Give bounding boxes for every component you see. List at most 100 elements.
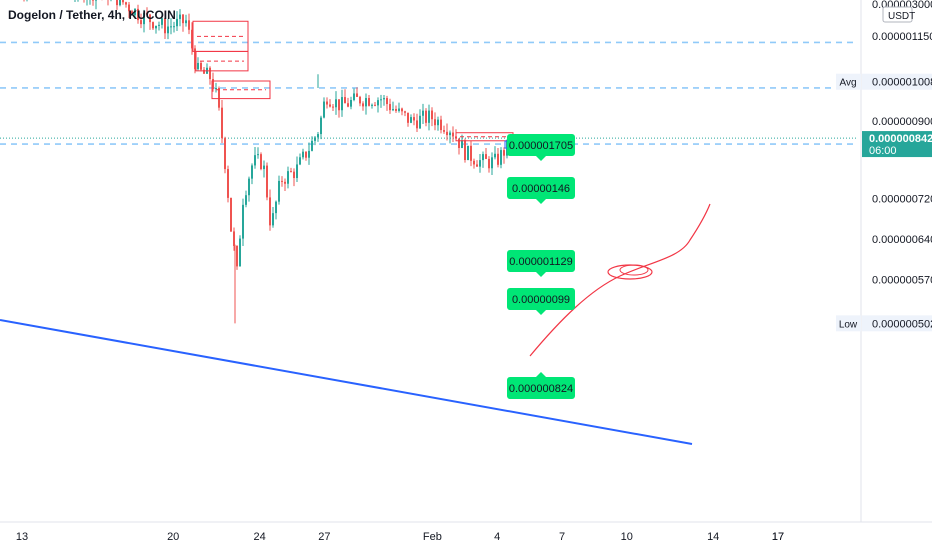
- candle-body[interactable]: [431, 110, 433, 120]
- candle-body[interactable]: [149, 14, 151, 23]
- candle-body[interactable]: [143, 12, 145, 25]
- candle-body[interactable]: [230, 197, 232, 232]
- candle-body[interactable]: [116, 0, 118, 6]
- candle-body[interactable]: [158, 24, 160, 26]
- candle-body[interactable]: [386, 98, 388, 105]
- order-block-box[interactable]: [211, 80, 271, 100]
- candle-body[interactable]: [182, 14, 184, 24]
- candle-body[interactable]: [422, 110, 424, 116]
- candle-body[interactable]: [128, 4, 130, 12]
- candle-body[interactable]: [500, 150, 502, 165]
- candle-body[interactable]: [383, 98, 385, 100]
- candle-body[interactable]: [314, 137, 316, 141]
- candle-body[interactable]: [362, 103, 364, 107]
- candle-body[interactable]: [254, 155, 256, 166]
- target-callout[interactable]: 0.00000099: [507, 288, 575, 315]
- candle-body[interactable]: [464, 140, 466, 161]
- candle-body[interactable]: [299, 157, 301, 165]
- candle-body[interactable]: [212, 79, 214, 90]
- candle-body[interactable]: [278, 180, 280, 202]
- candle-body[interactable]: [191, 29, 193, 49]
- candle-body[interactable]: [377, 100, 379, 106]
- candle-body[interactable]: [251, 165, 253, 179]
- candle-body[interactable]: [452, 132, 454, 137]
- candle-body[interactable]: [344, 97, 346, 104]
- candle-body[interactable]: [134, 8, 136, 16]
- candle-body[interactable]: [332, 106, 334, 108]
- candle-body[interactable]: [374, 104, 376, 106]
- candle-body[interactable]: [494, 153, 496, 158]
- projection-curve[interactable]: [529, 203, 711, 357]
- candle-body[interactable]: [347, 103, 349, 107]
- candle-body[interactable]: [200, 62, 202, 70]
- candle-body[interactable]: [401, 108, 403, 112]
- candle-body[interactable]: [155, 25, 157, 29]
- candle-body[interactable]: [194, 48, 196, 70]
- candle-body[interactable]: [398, 108, 400, 111]
- candle-body[interactable]: [272, 213, 274, 226]
- candle-body[interactable]: [440, 119, 442, 131]
- candle-body[interactable]: [173, 26, 175, 28]
- candle-body[interactable]: [407, 112, 409, 123]
- candle-body[interactable]: [221, 107, 223, 139]
- candle-body[interactable]: [503, 150, 505, 156]
- low-level-tag[interactable]: Low 0.000000502: [836, 315, 932, 332]
- candle-body[interactable]: [275, 201, 277, 214]
- candle-body[interactable]: [476, 164, 478, 167]
- candle-body[interactable]: [338, 99, 340, 111]
- candle-body[interactable]: [308, 150, 310, 158]
- candle-body[interactable]: [287, 171, 289, 184]
- candle-body[interactable]: [176, 18, 178, 27]
- candle-body[interactable]: [140, 20, 142, 25]
- candle-body[interactable]: [152, 22, 154, 29]
- candle-body[interactable]: [497, 153, 499, 165]
- candle-body[interactable]: [434, 119, 436, 126]
- circle-annotation[interactable]: [619, 264, 649, 276]
- order-block-box[interactable]: [195, 50, 249, 72]
- candle-body[interactable]: [170, 26, 172, 28]
- candle-body[interactable]: [419, 115, 421, 129]
- candle-body[interactable]: [416, 120, 418, 129]
- candle-body[interactable]: [257, 154, 259, 156]
- candle-body[interactable]: [341, 97, 343, 111]
- candle-body[interactable]: [425, 110, 427, 123]
- candle-body[interactable]: [197, 62, 199, 70]
- candle-body[interactable]: [137, 8, 139, 21]
- candle-body[interactable]: [242, 204, 244, 239]
- candle-body[interactable]: [305, 151, 307, 158]
- candle-body[interactable]: [248, 178, 250, 196]
- candle-body[interactable]: [185, 20, 187, 24]
- candle-body[interactable]: [482, 154, 484, 161]
- candle-body[interactable]: [260, 154, 262, 170]
- candle-body[interactable]: [350, 99, 352, 107]
- candle-body[interactable]: [317, 134, 319, 138]
- candle-body[interactable]: [236, 245, 238, 267]
- candle-body[interactable]: [293, 171, 295, 179]
- currency-badge[interactable]: USDT: [882, 6, 915, 23]
- candle-body[interactable]: [326, 101, 328, 105]
- candle-body[interactable]: [302, 151, 304, 158]
- candle-body[interactable]: [320, 117, 322, 135]
- candle-body[interactable]: [404, 111, 406, 113]
- candle-body[interactable]: [443, 130, 445, 132]
- candle-body[interactable]: [92, 0, 94, 1]
- candle-body[interactable]: [473, 160, 475, 165]
- candle-body[interactable]: [239, 238, 241, 267]
- candle-body[interactable]: [467, 145, 469, 161]
- candle-body[interactable]: [479, 160, 481, 167]
- candle-body[interactable]: [167, 26, 169, 34]
- candle-body[interactable]: [371, 104, 373, 106]
- candle-body[interactable]: [203, 69, 205, 74]
- candle-body[interactable]: [389, 104, 391, 111]
- candle-body[interactable]: [380, 99, 382, 101]
- candle-body[interactable]: [269, 197, 271, 226]
- candle-body[interactable]: [437, 119, 439, 126]
- candle-body[interactable]: [284, 181, 286, 184]
- candle-body[interactable]: [446, 131, 448, 136]
- candle-body[interactable]: [365, 98, 367, 107]
- candle-body[interactable]: [491, 157, 493, 169]
- candle-body[interactable]: [296, 164, 298, 179]
- candle-body[interactable]: [125, 2, 127, 5]
